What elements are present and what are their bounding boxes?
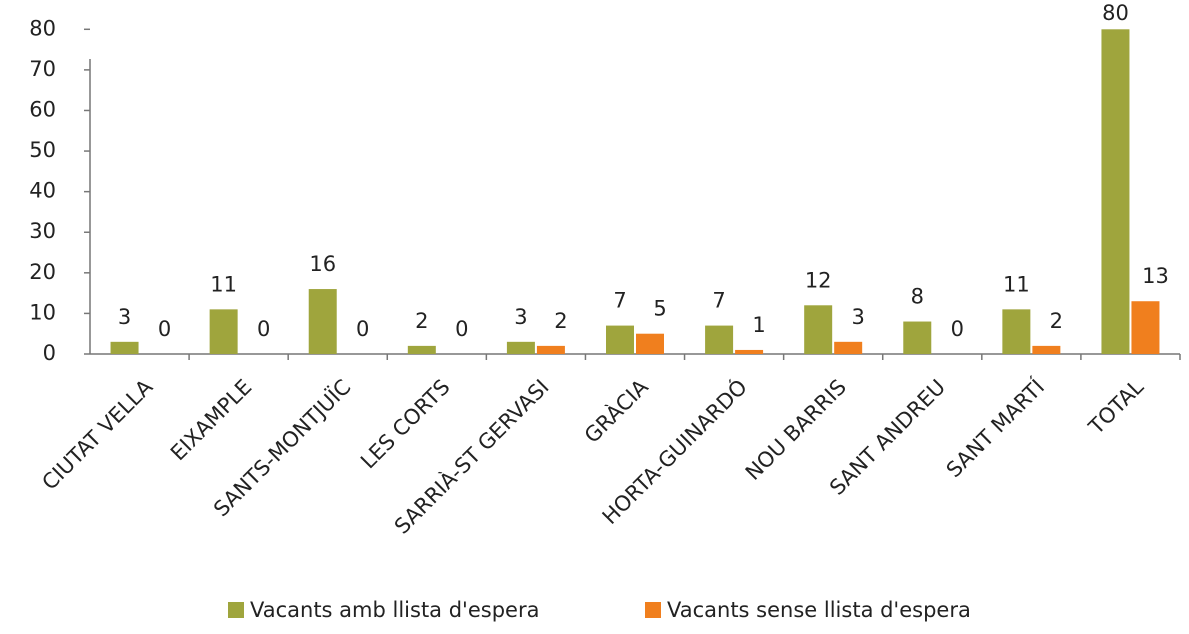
value-label: 8 (911, 285, 924, 309)
bar (110, 341, 139, 354)
value-label: 2 (1050, 309, 1063, 333)
bar (804, 305, 833, 354)
x-tick-label: GRÀCIA (579, 374, 653, 448)
value-label: 3 (118, 305, 131, 329)
y-tick-label: 60 (29, 97, 56, 121)
value-label: 3 (514, 305, 527, 329)
bar (209, 309, 238, 354)
value-label: 0 (158, 317, 171, 341)
value-label: 11 (210, 272, 237, 296)
bar (407, 345, 436, 354)
bar (903, 321, 932, 354)
bar (1002, 309, 1031, 354)
legend-swatch (645, 602, 661, 618)
bar (308, 289, 337, 354)
bar (606, 325, 634, 354)
y-tick-label: 20 (29, 260, 56, 284)
bar (536, 345, 565, 354)
y-tick-label: 70 (29, 57, 56, 81)
bar (705, 325, 734, 354)
y-tick-label: 80 (29, 16, 56, 40)
y-tick-label: 0 (43, 341, 56, 365)
bar (1032, 345, 1061, 354)
x-tick-label: TOTAL (1083, 375, 1148, 440)
x-tick-label: SANT MARTÍ (941, 374, 1049, 482)
bar (834, 341, 863, 354)
value-label: 13 (1142, 264, 1169, 288)
value-label: 0 (951, 317, 964, 341)
value-label: 1 (752, 313, 765, 337)
y-tick-label: 30 (29, 219, 56, 243)
value-label: 16 (309, 252, 336, 276)
y-tick-label: 50 (29, 138, 56, 162)
legend-label: Vacants sense llista d'espera (667, 598, 971, 622)
x-tick-label: LES CORTS (356, 375, 455, 474)
y-tick-label: 40 (29, 179, 56, 203)
value-label: 3 (851, 305, 864, 329)
value-label: 2 (415, 309, 428, 333)
legend-label: Vacants amb llista d'espera (250, 598, 539, 622)
bar (735, 349, 764, 354)
bar (506, 341, 535, 354)
value-label: 2 (554, 309, 567, 333)
x-tick-label: EIXAMPLE (166, 375, 256, 465)
value-label: 0 (356, 317, 369, 341)
value-label: 7 (613, 289, 626, 313)
bar (1101, 29, 1130, 354)
legend-swatch (228, 602, 244, 618)
value-label: 5 (653, 297, 666, 321)
bar (1131, 301, 1160, 354)
value-label: 11 (1003, 272, 1030, 296)
value-label: 80 (1102, 1, 1129, 25)
value-label: 0 (455, 317, 468, 341)
value-label: 12 (805, 268, 832, 292)
bar (636, 333, 664, 354)
x-tick-label: CIUTAT VELLA (37, 374, 157, 494)
x-tick-label: NOU BARRIS (741, 375, 851, 485)
y-tick-label: 10 (29, 300, 56, 324)
value-label: 7 (712, 289, 725, 313)
value-label: 0 (257, 317, 270, 341)
